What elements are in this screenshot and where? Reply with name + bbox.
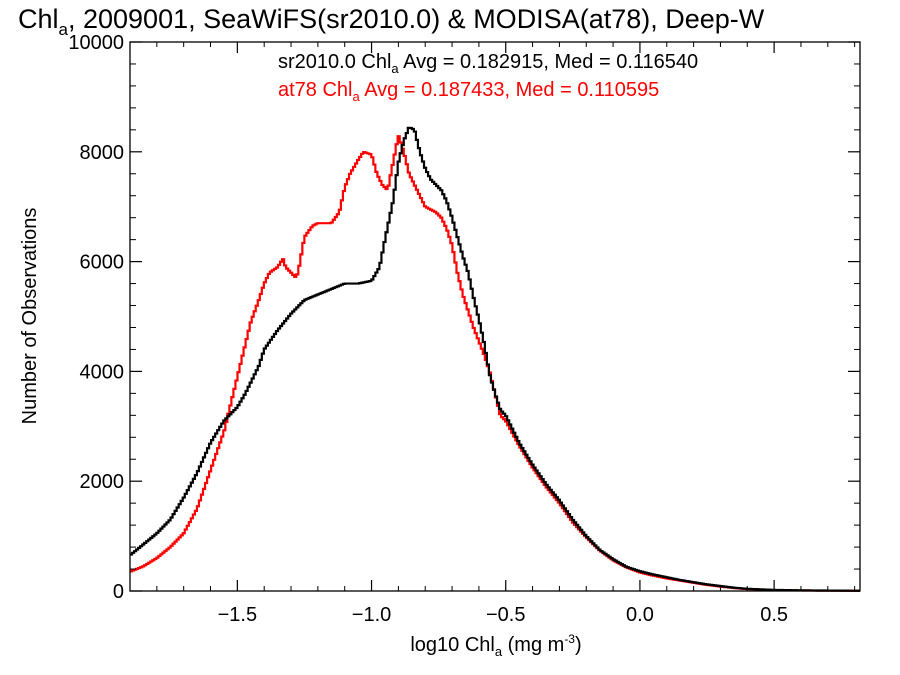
y-tick-label: 8000	[80, 142, 125, 164]
y-tick-label: 6000	[80, 252, 125, 274]
plot-area: −1.5 −1.0 −0.5 0.0 0.5 0 2000 4000 6000 8000 10000	[68, 32, 861, 626]
x-tick-label: 0.0	[626, 604, 654, 626]
series-line-at78	[130, 135, 860, 592]
series-layer	[130, 126, 860, 592]
y-axis-label: Number of Observations	[19, 208, 41, 425]
x-tick-label: 0.5	[760, 604, 788, 626]
annotation-sr2010: sr2010.0 Chla Avg = 0.182915, Med = 0.11…	[278, 51, 698, 76]
x-axis-label: log10 Chla (mg m-3)	[410, 632, 581, 659]
x-tick-label: −1.0	[352, 604, 391, 626]
plot-frame	[129, 41, 861, 592]
x-tick-label: −0.5	[486, 604, 525, 626]
series-line-sr2010	[130, 126, 860, 592]
y-tick-label: 2000	[80, 471, 125, 493]
tick-layer: −1.5 −1.0 −0.5 0.0 0.5 0 2000 4000 6000 8000 10000	[68, 32, 860, 626]
y-tick-label: 4000	[80, 361, 125, 383]
chart-title: Chla, 2009001, SeaWiFS(sr2010.0) & MODIS…	[18, 4, 765, 39]
y-tick-label: 0	[113, 581, 124, 603]
annotation-at78: at78 Chla Avg = 0.187433, Med = 0.110595	[278, 79, 659, 104]
x-tick-label: −1.5	[218, 604, 257, 626]
y-tick-label: 10000	[68, 32, 124, 54]
